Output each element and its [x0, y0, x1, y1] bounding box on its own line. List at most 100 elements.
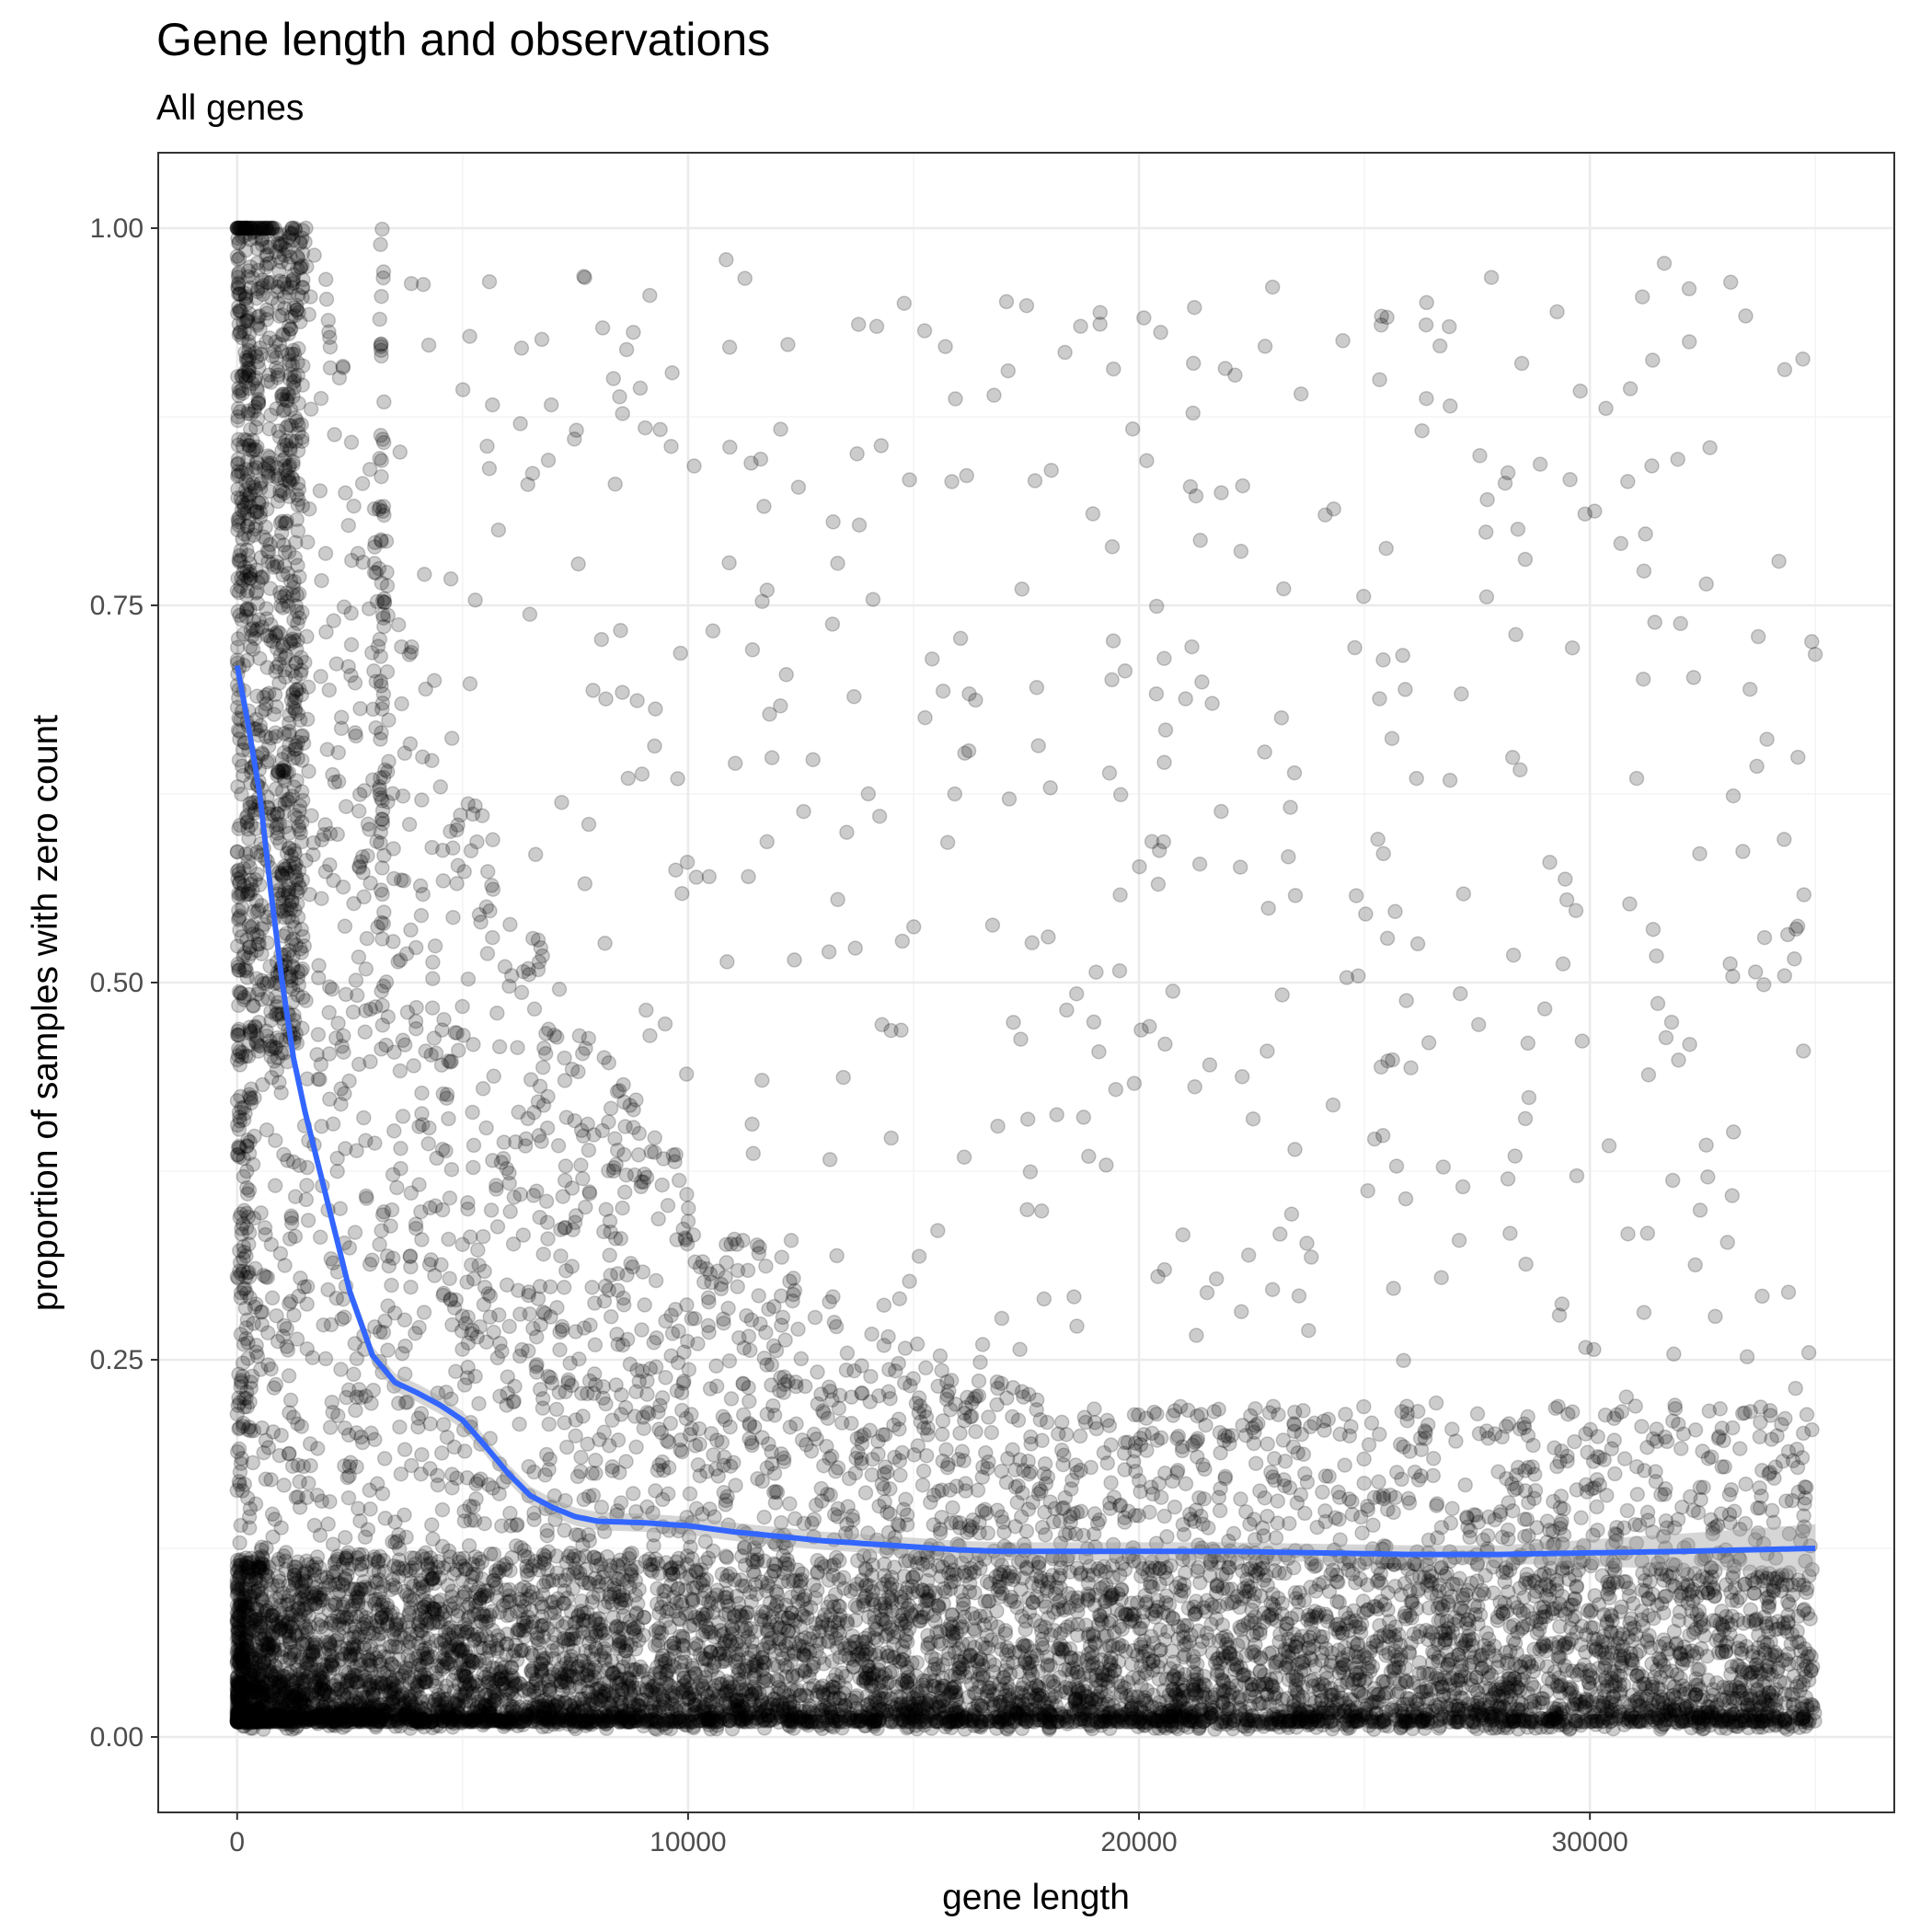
- data-point: [485, 1660, 500, 1676]
- data-point: [230, 1683, 246, 1699]
- data-point: [375, 1552, 392, 1569]
- data-point: [700, 1711, 716, 1728]
- data-point: [1444, 1625, 1461, 1640]
- y-axis-label: proportion of samples with zero count: [26, 715, 65, 1311]
- data-point: [485, 1713, 501, 1729]
- data-point: [1355, 1593, 1372, 1609]
- data-point: [1424, 1575, 1440, 1592]
- data-point: [232, 1622, 248, 1639]
- data-point: [561, 1706, 577, 1722]
- data-point: [856, 1673, 872, 1689]
- data-point: [1553, 1603, 1569, 1618]
- x-axis-label: gene length: [942, 1878, 1130, 1917]
- data-point: [782, 1696, 798, 1712]
- data-point: [539, 1698, 556, 1714]
- data-point: [358, 1610, 374, 1626]
- data-point: [650, 1556, 666, 1571]
- data-point: [1674, 1711, 1690, 1728]
- data-point: [465, 1714, 481, 1730]
- data-point: [1296, 1653, 1312, 1669]
- data-point: [819, 1712, 835, 1729]
- data-point: [237, 1708, 253, 1723]
- data-point: [455, 1550, 472, 1567]
- data-point: [663, 1713, 680, 1730]
- data-point: [229, 1700, 246, 1716]
- data-point: [585, 1651, 602, 1667]
- data-point: [1406, 1712, 1422, 1729]
- data-point: [241, 1707, 257, 1723]
- data-point: [1101, 1638, 1118, 1654]
- data-point: [1475, 1708, 1491, 1723]
- data-point: [581, 1635, 597, 1650]
- data-point: [329, 1631, 345, 1648]
- data-point: [1551, 1595, 1568, 1612]
- data-point: [456, 1675, 473, 1692]
- data-point: [255, 1714, 270, 1730]
- data-point: [1471, 1701, 1487, 1718]
- data-point: [1430, 1600, 1446, 1616]
- data-point: [780, 1623, 797, 1639]
- data-point: [1156, 1564, 1173, 1581]
- data-point: [284, 1693, 301, 1708]
- data-point: [930, 1597, 947, 1614]
- data-point: [272, 1597, 289, 1614]
- data-point: [349, 1711, 364, 1728]
- data-point: [700, 1704, 717, 1720]
- data-point: [285, 1675, 302, 1691]
- data-point: [1213, 1672, 1230, 1687]
- data-point: [383, 1675, 399, 1692]
- data-point: [526, 1684, 542, 1700]
- data-point: [1252, 1664, 1268, 1680]
- data-point: [954, 1714, 971, 1730]
- data-point: [712, 1623, 729, 1639]
- data-point: [1740, 1697, 1755, 1713]
- data-point: [1055, 1709, 1071, 1725]
- data-point: [283, 1698, 300, 1714]
- data-point: [563, 1669, 580, 1685]
- data-point: [940, 1622, 957, 1639]
- data-point: [955, 1593, 972, 1608]
- data-point: [511, 1675, 527, 1691]
- data-point: [362, 1710, 378, 1727]
- data-point: [1242, 1688, 1258, 1704]
- data-point: [667, 1714, 683, 1730]
- data-point: [234, 1705, 250, 1720]
- chart-title: Gene length and observations: [156, 14, 770, 65]
- data-point: [1020, 1692, 1037, 1708]
- data-point: [282, 1644, 299, 1661]
- data-point: [655, 1648, 671, 1663]
- data-point: [1351, 1619, 1368, 1636]
- data-point: [233, 1675, 249, 1691]
- data-point: [1329, 1593, 1345, 1609]
- data-points: [229, 220, 1823, 1738]
- data-point: [1731, 1633, 1748, 1649]
- data-point: [1639, 1700, 1655, 1717]
- data-point: [936, 1595, 951, 1612]
- data-point: [1029, 1712, 1044, 1728]
- data-point: [629, 1595, 646, 1612]
- data-point: [237, 1697, 254, 1714]
- data-point: [319, 1713, 336, 1730]
- data-point: [1570, 1713, 1586, 1729]
- data-point: [1510, 1624, 1525, 1640]
- data-point: [1387, 1579, 1403, 1594]
- data-point: [1423, 1714, 1439, 1730]
- data-point: [1481, 1699, 1497, 1715]
- data-point: [736, 1711, 753, 1727]
- data-point: [1084, 1691, 1099, 1707]
- data-point: [1600, 1574, 1616, 1590]
- data-point: [295, 1672, 312, 1687]
- data-point: [1455, 1706, 1472, 1722]
- data-point: [1096, 1708, 1112, 1725]
- data-point: [1766, 1709, 1783, 1725]
- data-point: [1401, 1644, 1417, 1660]
- data-point: [623, 1686, 638, 1702]
- data-point: [1236, 1667, 1252, 1684]
- data-point: [1585, 1619, 1601, 1636]
- data-point: [547, 1599, 564, 1616]
- data-point: [575, 1612, 592, 1628]
- data-point: [408, 1708, 425, 1725]
- data-point: [398, 1562, 414, 1579]
- data-point: [631, 1581, 647, 1597]
